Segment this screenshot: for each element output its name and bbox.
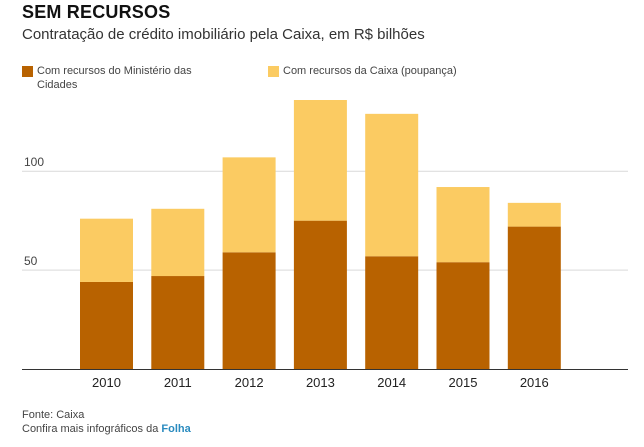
more-infographics-note: Confira mais infográficos da Folha bbox=[22, 423, 191, 435]
x-tick-label-2012: 2012 bbox=[235, 375, 264, 390]
legend-item-ministerio: Com recursos do Ministério das Cidades bbox=[22, 64, 227, 92]
bar-2011-ministerio bbox=[151, 276, 205, 369]
bar-2012-ministerio bbox=[222, 252, 276, 369]
legend-swatch-caixa bbox=[268, 66, 279, 77]
chart-title: SEM RECURSOS bbox=[22, 2, 171, 22]
y-tick-label-50: 50 bbox=[24, 254, 38, 268]
bar-2010-caixa bbox=[80, 218, 133, 282]
chart-subtitle: Contratação de crédito imobiliário pela … bbox=[22, 26, 425, 43]
legend-item-caixa: Com recursos da Caixa (poupança) bbox=[268, 64, 473, 78]
bar-2012-caixa bbox=[222, 157, 276, 253]
x-tick-label-2015: 2015 bbox=[449, 375, 478, 390]
x-tick-label-2016: 2016 bbox=[520, 375, 549, 390]
bar-2010-ministerio bbox=[80, 281, 133, 369]
bar-2016-ministerio bbox=[507, 226, 561, 369]
bar-2014-ministerio bbox=[365, 256, 419, 369]
legend-swatch-ministerio bbox=[22, 66, 33, 77]
y-tick-label-100: 100 bbox=[24, 155, 44, 169]
x-tick-label-2013: 2013 bbox=[306, 375, 335, 390]
bar-2011-caixa bbox=[151, 208, 205, 277]
bar-2013-caixa bbox=[293, 100, 347, 221]
bar-2015-caixa bbox=[436, 187, 490, 263]
x-tick-label-2014: 2014 bbox=[377, 375, 406, 390]
x-tick-label-2010: 2010 bbox=[92, 375, 121, 390]
bar-2015-ministerio bbox=[436, 262, 490, 369]
legend-label-caixa: Com recursos da Caixa (poupança) bbox=[283, 65, 457, 77]
x-tick-label-2011: 2011 bbox=[164, 375, 192, 390]
bar-2016-caixa bbox=[507, 202, 561, 227]
bar-2013-ministerio bbox=[293, 220, 347, 369]
more-infographics-text: Confira mais infográficos da bbox=[22, 423, 162, 435]
legend-label-ministerio: Com recursos do Ministério das Cidades bbox=[37, 65, 192, 91]
folha-link[interactable]: Folha bbox=[161, 423, 191, 435]
bar-2014-caixa bbox=[365, 113, 419, 257]
source-note: Fonte: Caixa bbox=[22, 409, 85, 421]
